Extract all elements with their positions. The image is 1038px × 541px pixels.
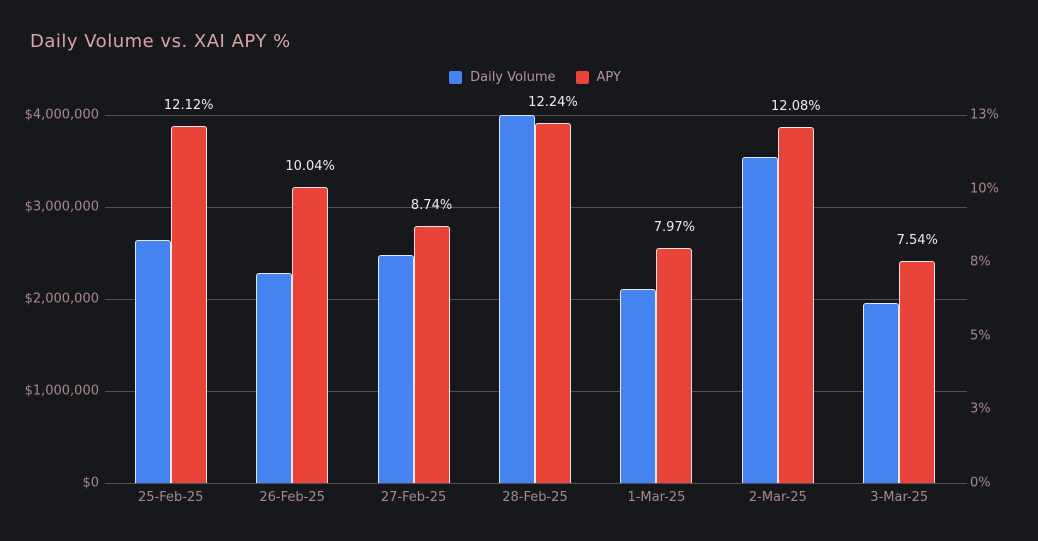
y-axis-label-left: $3,000,000 [24,199,99,215]
chart-title: Daily Volume vs. XAI APY % [30,31,291,52]
bar-group: 12.24% [474,95,595,483]
x-axis-label: 2-Mar-25 [748,490,807,505]
bars-layer: 12.12% 10.04% 8.74% 12.24% 7.97% 12.08% 7.54% [110,95,960,483]
bar-group: 12.08% [717,99,838,483]
legend-label: Daily Volume [470,70,556,85]
y-axis-label-left: $2,000,000 [24,291,99,307]
bar-group: 7.97% [596,115,717,483]
apy-bar[interactable]: 7.54% [897,233,938,483]
gridline [105,483,967,484]
x-axis-label: 28-Feb-25 [502,490,568,505]
legend-label: APY [596,70,621,85]
x-axis-labels: 25-Feb-25 26-Feb-25 27-Feb-25 28-Feb-25 1-Ma… [110,490,960,505]
daily-volume-bar[interactable] [863,303,900,483]
daily-volume-bar[interactable] [377,255,414,483]
legend-item-apy[interactable]: APY [575,70,621,85]
bar-group: 7.54% [839,115,960,483]
apy-value-label: 12.08% [771,99,821,114]
apy-value-label: 8.74% [410,198,453,213]
y-axis-label-right: 8% [970,254,991,270]
plot-area: $4,000,000 $3,000,000 $2,000,000 $1,000,000… [25,95,999,505]
y-axis-label-right: 0% [970,475,991,491]
x-axis-label: 26-Feb-25 [259,490,325,505]
apy-bar[interactable]: 12.24% [528,95,578,483]
apy-bar[interactable]: 12.08% [771,99,821,483]
apy-value-label: 7.54% [896,233,938,248]
gridline [105,115,967,116]
daily-volume-bar[interactable] [498,115,535,483]
apy-bar[interactable]: 7.97% [654,220,695,483]
y-axis-label-left: $1,000,000 [24,383,99,399]
y-axis-label-right: 13% [970,107,999,123]
apy-bar[interactable]: 8.74% [411,198,452,483]
y-axis-label-left: $0 [82,475,99,491]
legend-item-daily-volume[interactable]: Daily Volume [449,70,556,85]
y-axis-label-right: 10% [970,181,999,197]
x-axis-label: 25-Feb-25 [137,490,204,505]
apy-bar[interactable]: 10.04% [285,159,335,483]
y-axis-label-right: 3% [970,401,991,417]
y-axis-label-right: 5% [970,328,991,344]
daily-volume-bar[interactable] [620,289,657,483]
legend: Daily Volume APY [110,70,960,85]
daily-volume-bar[interactable] [741,157,778,483]
bar-group: 12.12% [110,98,231,483]
x-axis-label: 1-Mar-25 [627,490,686,505]
x-axis-label: 3-Mar-25 [870,490,929,505]
x-axis-label: 27-Feb-25 [380,490,447,505]
y-axis-label-left: $4,000,000 [24,107,99,123]
apy-value-label: 12.24% [528,95,578,110]
legend-swatch-icon [449,71,463,84]
legend-swatch-icon [575,71,589,84]
apy-bar[interactable]: 12.12% [164,98,213,483]
daily-volume-bar[interactable] [134,240,171,483]
bar-group: 10.04% [231,115,352,483]
apy-value-label: 10.04% [285,159,335,174]
bar-group: 8.74% [353,115,474,483]
daily-volume-bar[interactable] [256,273,293,483]
apy-value-label: 12.12% [163,98,214,113]
apy-value-label: 7.97% [653,220,696,235]
